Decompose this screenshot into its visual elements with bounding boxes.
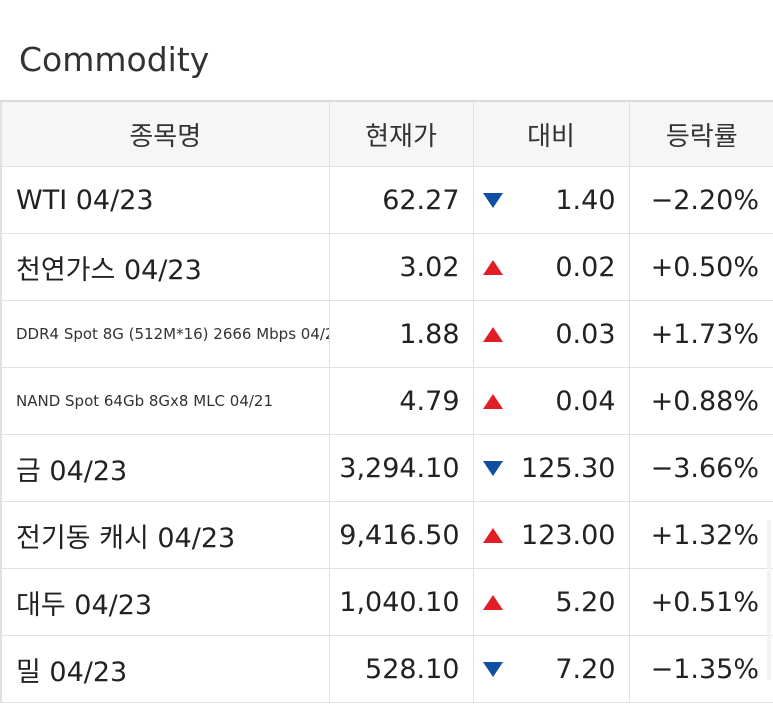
column-header-price[interactable]: 현재가 bbox=[328, 100, 474, 167]
table-row[interactable]: 밀 04/23 528.10 7.20 −1.35% bbox=[0, 635, 773, 703]
triangle-down-icon bbox=[482, 461, 503, 476]
commodity-name[interactable]: DDR4 Spot 8G (512M*16) 2666 Mbps 04/23 bbox=[0, 300, 330, 368]
table-row[interactable]: NAND Spot 64Gb 8Gx8 MLC 04/21 4.79 0.04 … bbox=[0, 367, 773, 435]
change-value: 123.00 bbox=[521, 519, 616, 551]
current-price: 62.27 bbox=[328, 166, 474, 234]
triangle-up-icon bbox=[482, 394, 503, 409]
column-header-change[interactable]: 대비 bbox=[472, 100, 630, 167]
change-value: 5.20 bbox=[555, 586, 616, 618]
section-title: Commodity bbox=[19, 40, 210, 79]
change-rate: +0.88% bbox=[628, 367, 773, 435]
change-value: 0.02 bbox=[555, 251, 616, 283]
change-value: 0.04 bbox=[555, 385, 616, 417]
current-price: 3.02 bbox=[328, 233, 474, 301]
column-header-name[interactable]: 종목명 bbox=[0, 100, 330, 167]
change-rate: +1.32% bbox=[628, 501, 773, 569]
price-change: 1.40 bbox=[472, 166, 630, 234]
price-change: 7.20 bbox=[472, 635, 630, 703]
commodity-name[interactable]: NAND Spot 64Gb 8Gx8 MLC 04/21 bbox=[0, 367, 330, 435]
current-price: 3,294.10 bbox=[328, 434, 474, 502]
current-price: 4.79 bbox=[328, 367, 474, 435]
triangle-up-icon bbox=[482, 595, 503, 610]
commodity-name[interactable]: 밀 04/23 bbox=[0, 635, 330, 703]
change-value: 125.30 bbox=[521, 452, 616, 484]
change-rate: +0.50% bbox=[628, 233, 773, 301]
current-price: 1.88 bbox=[328, 300, 474, 368]
price-change: 5.20 bbox=[472, 568, 630, 636]
commodity-name[interactable]: 금 04/23 bbox=[0, 434, 330, 502]
change-value: 7.20 bbox=[555, 653, 616, 685]
column-header-rate[interactable]: 등락률 bbox=[628, 100, 773, 167]
change-rate: −3.66% bbox=[628, 434, 773, 502]
commodity-name[interactable]: 천연가스 04/23 bbox=[0, 233, 330, 301]
current-price: 9,416.50 bbox=[328, 501, 474, 569]
current-price: 1,040.10 bbox=[328, 568, 474, 636]
change-rate: +0.51% bbox=[628, 568, 773, 636]
table-row[interactable]: WTI 04/23 62.27 1.40 −2.20% bbox=[0, 166, 773, 234]
triangle-up-icon bbox=[482, 327, 503, 342]
change-rate: −1.35% bbox=[628, 635, 773, 703]
commodity-name[interactable]: 대두 04/23 bbox=[0, 568, 330, 636]
commodity-table: 종목명 현재가 대비 등락률 WTI 04/23 62.27 1.40 −2.2… bbox=[0, 100, 773, 703]
triangle-down-icon bbox=[482, 193, 503, 208]
table-row[interactable]: 대두 04/23 1,040.10 5.20 +0.51% bbox=[0, 568, 773, 636]
table-row[interactable]: 전기동 캐시 04/23 9,416.50 123.00 +1.32% bbox=[0, 501, 773, 569]
change-value: 1.40 bbox=[555, 184, 616, 216]
price-change: 123.00 bbox=[472, 501, 630, 569]
triangle-up-icon bbox=[482, 528, 503, 543]
table-header-row: 종목명 현재가 대비 등락률 bbox=[0, 100, 773, 167]
change-rate: +1.73% bbox=[628, 300, 773, 368]
commodity-name[interactable]: 전기동 캐시 04/23 bbox=[0, 501, 330, 569]
price-change: 0.04 bbox=[472, 367, 630, 435]
current-price: 528.10 bbox=[328, 635, 474, 703]
commodity-name[interactable]: WTI 04/23 bbox=[0, 166, 330, 234]
change-rate: −2.20% bbox=[628, 166, 773, 234]
table-row[interactable]: 천연가스 04/23 3.02 0.02 +0.50% bbox=[0, 233, 773, 301]
table-row[interactable]: DDR4 Spot 8G (512M*16) 2666 Mbps 04/23 1… bbox=[0, 300, 773, 368]
triangle-down-icon bbox=[482, 662, 503, 677]
price-change: 0.03 bbox=[472, 300, 630, 368]
price-change: 0.02 bbox=[472, 233, 630, 301]
scrollbar[interactable] bbox=[767, 520, 771, 680]
price-change: 125.30 bbox=[472, 434, 630, 502]
table-row[interactable]: 금 04/23 3,294.10 125.30 −3.66% bbox=[0, 434, 773, 502]
triangle-up-icon bbox=[482, 260, 503, 275]
change-value: 0.03 bbox=[555, 318, 616, 350]
